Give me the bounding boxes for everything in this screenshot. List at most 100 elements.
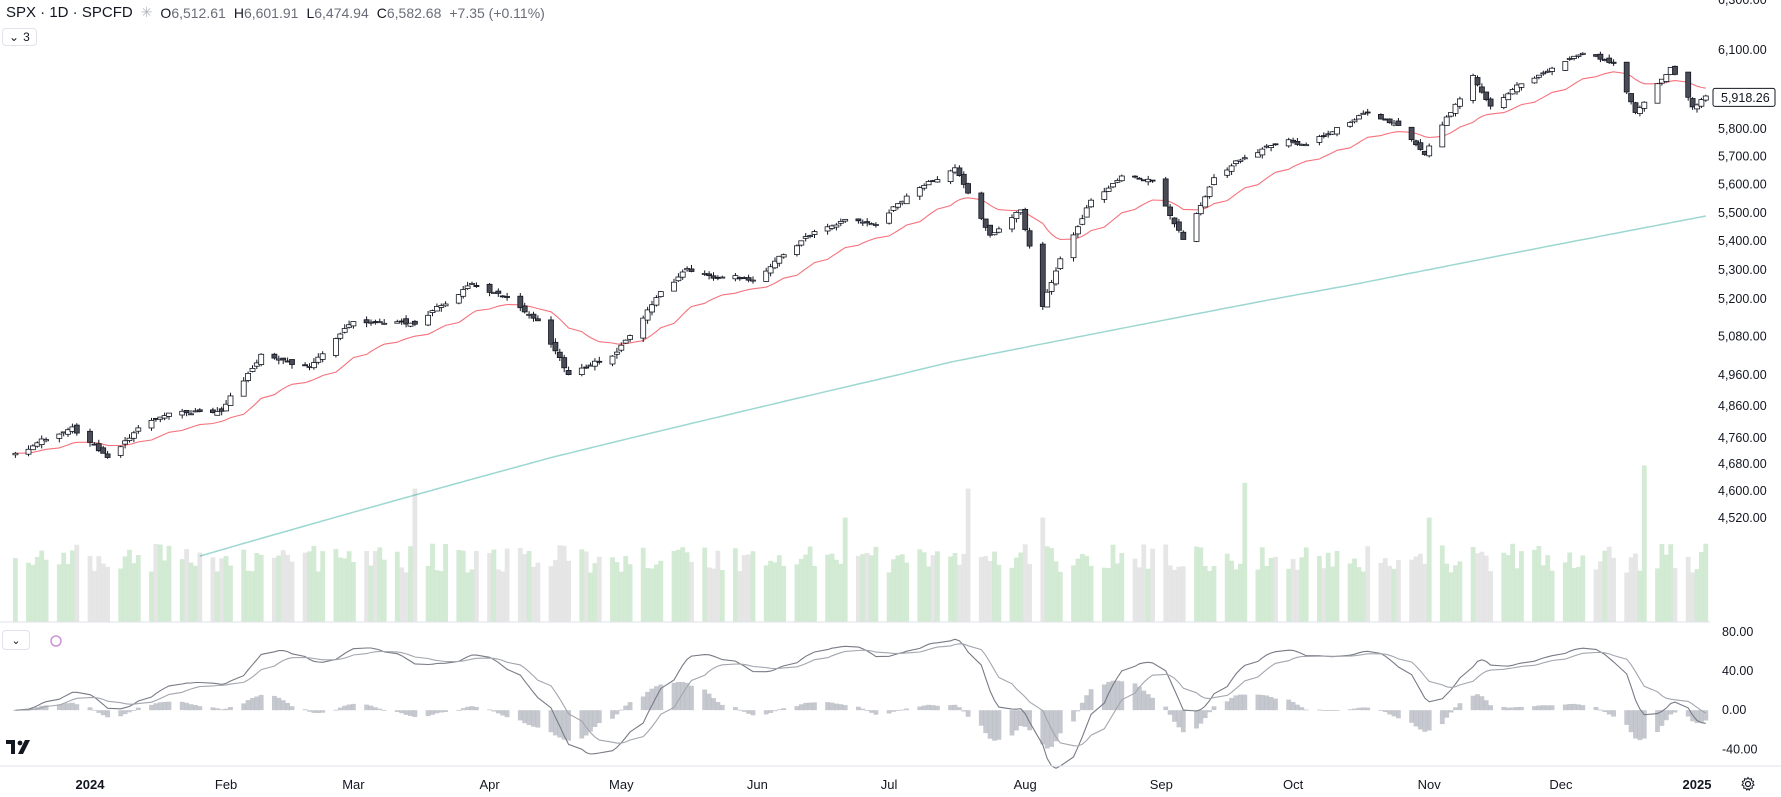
volume-bar	[921, 552, 927, 622]
candle-body	[794, 245, 800, 255]
macd-histogram-bar	[1268, 697, 1274, 711]
volume-bar	[676, 549, 681, 622]
macd-histogram-bar	[1633, 710, 1638, 739]
symbol-settings-icon[interactable]: ✳	[140, 4, 153, 20]
macd-axis[interactable]: 80.00 40.00 0.00 -40.00	[1722, 625, 1757, 757]
macd-histogram-bar	[1295, 704, 1300, 711]
price-axis-label: 5,080.00	[1718, 330, 1767, 344]
candle	[12, 451, 19, 458]
macd-histogram-bar	[1668, 710, 1674, 715]
time-axis-label: Aug	[1014, 777, 1037, 792]
volume-bar	[1510, 543, 1515, 622]
volume-bar	[746, 554, 751, 622]
volume-bar	[807, 546, 813, 622]
candle	[1571, 55, 1577, 61]
volume-bar	[658, 560, 664, 622]
candle	[776, 255, 783, 267]
volume-bar	[733, 548, 738, 622]
volume-bar	[1422, 563, 1428, 622]
symbol-title[interactable]: SPX · 1D · SPCFD	[6, 4, 133, 21]
candle	[653, 295, 660, 307]
candle	[350, 321, 357, 329]
macd-pane-toggle-button[interactable]: ⌄	[2, 630, 30, 650]
candle-body	[1479, 86, 1485, 93]
volume-bar	[864, 553, 870, 622]
macd-histogram-bar	[65, 703, 71, 711]
macd-histogram-bar	[254, 696, 260, 711]
candle	[425, 311, 432, 327]
macd-histogram-bar	[1549, 705, 1555, 711]
candle	[956, 165, 963, 177]
candle-body	[1452, 103, 1459, 114]
candle-body	[486, 283, 493, 293]
candle-body	[1206, 186, 1213, 197]
volume-bar	[1501, 552, 1507, 622]
volume-bar	[592, 563, 598, 622]
volume-bar	[1562, 562, 1568, 622]
candle-body	[842, 218, 849, 222]
volume-bar	[1180, 566, 1186, 622]
macd-histogram-bar	[1628, 710, 1634, 733]
volume-bar	[1453, 565, 1458, 622]
macd-histogram-bar	[1505, 707, 1511, 711]
candle-body	[1566, 58, 1573, 60]
volume-bar	[1163, 544, 1169, 622]
ohlc-open: O6,512.61	[160, 4, 226, 21]
candle-body	[38, 438, 45, 445]
candle-body	[1101, 191, 1108, 200]
volume-bar	[289, 561, 295, 622]
volume-bar	[179, 559, 185, 622]
gear-icon[interactable]	[1740, 776, 1756, 792]
candle	[161, 412, 168, 421]
candle	[1628, 93, 1634, 105]
time-axis[interactable]: 2024 Feb Mar Apr May Jun Jul Aug Sep Oct Nov Dec 202…	[76, 777, 1712, 792]
volume-bar	[399, 567, 405, 622]
chevron-down-icon: ⌄	[9, 30, 20, 44]
candle-body	[1009, 217, 1015, 230]
macd-histogram-bar	[1659, 710, 1665, 726]
volume-bar	[258, 554, 264, 622]
candle-body	[1224, 169, 1231, 176]
volume-bar	[978, 557, 984, 622]
candle	[249, 365, 256, 373]
volume-bar	[1014, 557, 1019, 622]
macd-histogram-bar	[373, 707, 378, 711]
candle-body	[350, 321, 357, 327]
candle	[1360, 110, 1367, 115]
candle	[1224, 167, 1231, 178]
price-axis[interactable]: 6,100.00 5,800.00 5,700.00 5,600.00 5,500.00…	[1718, 0, 1767, 525]
candle-body	[1162, 178, 1169, 207]
price-axis-label: 5,200.00	[1718, 292, 1767, 306]
candle	[578, 363, 585, 377]
macd-histogram-bar	[1211, 706, 1217, 711]
tradingview-logo[interactable]	[5, 738, 37, 756]
macd-histogram-bar	[702, 689, 708, 711]
volume-bar	[276, 555, 282, 622]
candle	[95, 439, 102, 453]
time-axis-label: Oct	[1283, 777, 1304, 792]
macd-histogram-bar	[408, 710, 413, 716]
candle	[122, 437, 128, 449]
candle	[895, 203, 901, 210]
volume-bar	[588, 572, 593, 622]
candle-body	[802, 236, 809, 239]
candle-body	[1386, 118, 1393, 124]
volume-bar	[702, 547, 708, 622]
candle	[1268, 145, 1274, 152]
candle-body	[332, 338, 339, 356]
macd-histogram-bar	[627, 702, 633, 711]
volume-bar	[1071, 565, 1076, 622]
volume-bar	[1330, 566, 1335, 622]
macd-histogram-bar	[368, 705, 374, 711]
candle-body	[1105, 187, 1112, 192]
candle	[1694, 103, 1700, 113]
candle-body	[1022, 208, 1029, 230]
macd-histogram-bar	[649, 688, 655, 711]
candle	[1136, 177, 1143, 180]
indicators-toggle-button[interactable]: ⌄ 3	[2, 28, 37, 46]
macd-histogram-bar	[122, 710, 128, 715]
macd-histogram-bar	[921, 705, 927, 711]
ohlc-high: H6,601.91	[233, 4, 299, 21]
volume-bar	[228, 565, 233, 622]
